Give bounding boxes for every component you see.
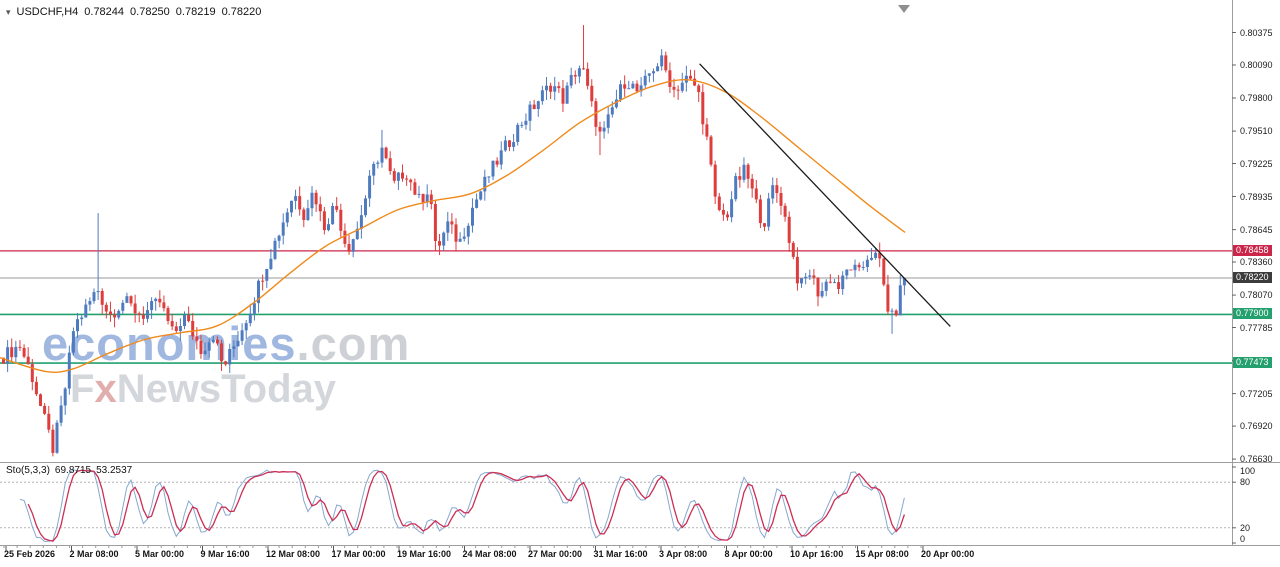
candlestick-series bbox=[2, 25, 906, 457]
stochastic-label: Sto(5,3,3) 69.8715 53.2537 bbox=[6, 465, 137, 476]
symbol-label: USDCHF,H4 bbox=[16, 6, 79, 18]
horizontal-level-lines bbox=[0, 250, 1232, 364]
chart-objects bbox=[0, 63, 951, 373]
ohlc-open: 0.78244 bbox=[84, 6, 125, 18]
stochastic-pane bbox=[0, 466, 1236, 544]
axes bbox=[0, 0, 1280, 551]
chart-shift-marker[interactable] bbox=[898, 5, 910, 13]
symbol-info-bar: ▾ USDCHF,H4 0.78244 0.78250 0.78219 0.78… bbox=[6, 6, 261, 18]
moving-average-line bbox=[0, 79, 906, 373]
symbol-dropdown-icon[interactable]: ▾ bbox=[6, 6, 11, 17]
stochastic-name: Sto(5,3,3) bbox=[6, 465, 50, 476]
ohlc-low: 0.78219 bbox=[175, 6, 216, 18]
stochastic-k-value: 69.8715 bbox=[54, 465, 92, 476]
ohlc-high: 0.78250 bbox=[130, 6, 170, 18]
stochastic-k-line bbox=[19, 469, 905, 543]
ohlc-close: 0.78220 bbox=[221, 6, 262, 18]
trendline[interactable] bbox=[699, 63, 951, 327]
stochastic-d-line bbox=[27, 469, 906, 542]
stochastic-d-value: 53.2537 bbox=[96, 465, 133, 476]
